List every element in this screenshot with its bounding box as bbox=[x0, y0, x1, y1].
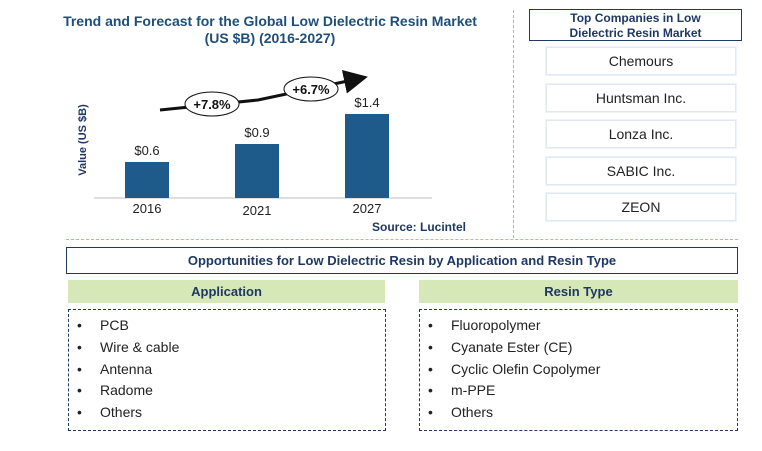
bullet: • bbox=[77, 339, 82, 355]
application-header: Application bbox=[68, 280, 385, 303]
bar-chart: Value (US $B) $0.6 2016 $0.9 2021 $1.4 2027 +… bbox=[77, 69, 432, 218]
application-item-label: Wire & cable bbox=[100, 339, 180, 355]
resin-type-list: • Fluoropolymer • Cyanate Ester (CE) • Cycl… bbox=[419, 309, 738, 431]
bullet: • bbox=[428, 317, 433, 333]
bar-2021 bbox=[235, 144, 279, 198]
companies-title-line1: Top Companies in Low bbox=[570, 11, 701, 25]
opportunities-title: Opportunities for Low Dielectric Resin b… bbox=[66, 247, 738, 274]
company-huntsman: Huntsman Inc. bbox=[546, 84, 736, 112]
growth-label: +7.8% bbox=[193, 97, 231, 112]
bullet: • bbox=[428, 361, 433, 377]
resin-type-item-label: Cyanate Ester (CE) bbox=[451, 339, 573, 355]
growth-label: +6.7% bbox=[292, 82, 330, 97]
resin-type-item-label: Cyclic Olefin Copolymer bbox=[451, 361, 601, 377]
bullet: • bbox=[77, 317, 82, 333]
bullet: • bbox=[77, 382, 82, 398]
chart-title: Trend and Forecast for the Global Low Di… bbox=[40, 13, 500, 47]
x-tick-label: 2027 bbox=[353, 201, 382, 216]
x-tick-label: 2021 bbox=[243, 203, 272, 218]
bar-2027 bbox=[345, 114, 389, 198]
bullet: • bbox=[428, 404, 433, 420]
application-item-label: PCB bbox=[100, 317, 129, 333]
company-zeon: ZEON bbox=[546, 193, 736, 221]
bullet: • bbox=[77, 404, 82, 420]
y-axis-label: Value (US $B) bbox=[77, 104, 89, 176]
application-item-label: Radome bbox=[100, 382, 153, 398]
horizontal-divider bbox=[66, 239, 738, 240]
source-note: Source: Lucintel bbox=[372, 220, 467, 234]
chart-title-line2: (US $B) (2016-2027) bbox=[204, 30, 336, 46]
bullet: • bbox=[77, 361, 82, 377]
vertical-divider bbox=[513, 10, 514, 238]
application-item-label: Others bbox=[100, 404, 143, 420]
application-list: • PCB • Wire & cable • Antenna • Radome • Oth… bbox=[68, 309, 386, 431]
value-label: $0.6 bbox=[134, 143, 159, 158]
company-sabic: SABIC Inc. bbox=[546, 157, 736, 185]
bullet: • bbox=[428, 382, 433, 398]
companies-title: Top Companies in Low Dielectric Resin Ma… bbox=[529, 9, 742, 41]
value-label: $0.9 bbox=[244, 125, 269, 140]
company-lonza: Lonza Inc. bbox=[546, 120, 736, 148]
value-label: $1.4 bbox=[354, 95, 379, 110]
growth-badge bbox=[283, 76, 339, 102]
company-chemours: Chemours bbox=[546, 47, 736, 75]
bullet: • bbox=[428, 339, 433, 355]
resin-type-item-label: Fluoropolymer bbox=[451, 317, 541, 333]
resin-type-item-label: m-PPE bbox=[451, 382, 496, 398]
chart-title-line1: Trend and Forecast for the Global Low Di… bbox=[63, 13, 477, 29]
application-item-label: Antenna bbox=[100, 361, 153, 377]
companies-title-line2: Dielectric Resin Market bbox=[569, 26, 702, 40]
resin-type-item-label: Others bbox=[451, 404, 494, 420]
x-tick-label: 2016 bbox=[133, 201, 162, 216]
resin-type-header: Resin Type bbox=[419, 280, 738, 303]
growth-badge bbox=[184, 91, 240, 117]
bar-2016 bbox=[125, 162, 169, 198]
